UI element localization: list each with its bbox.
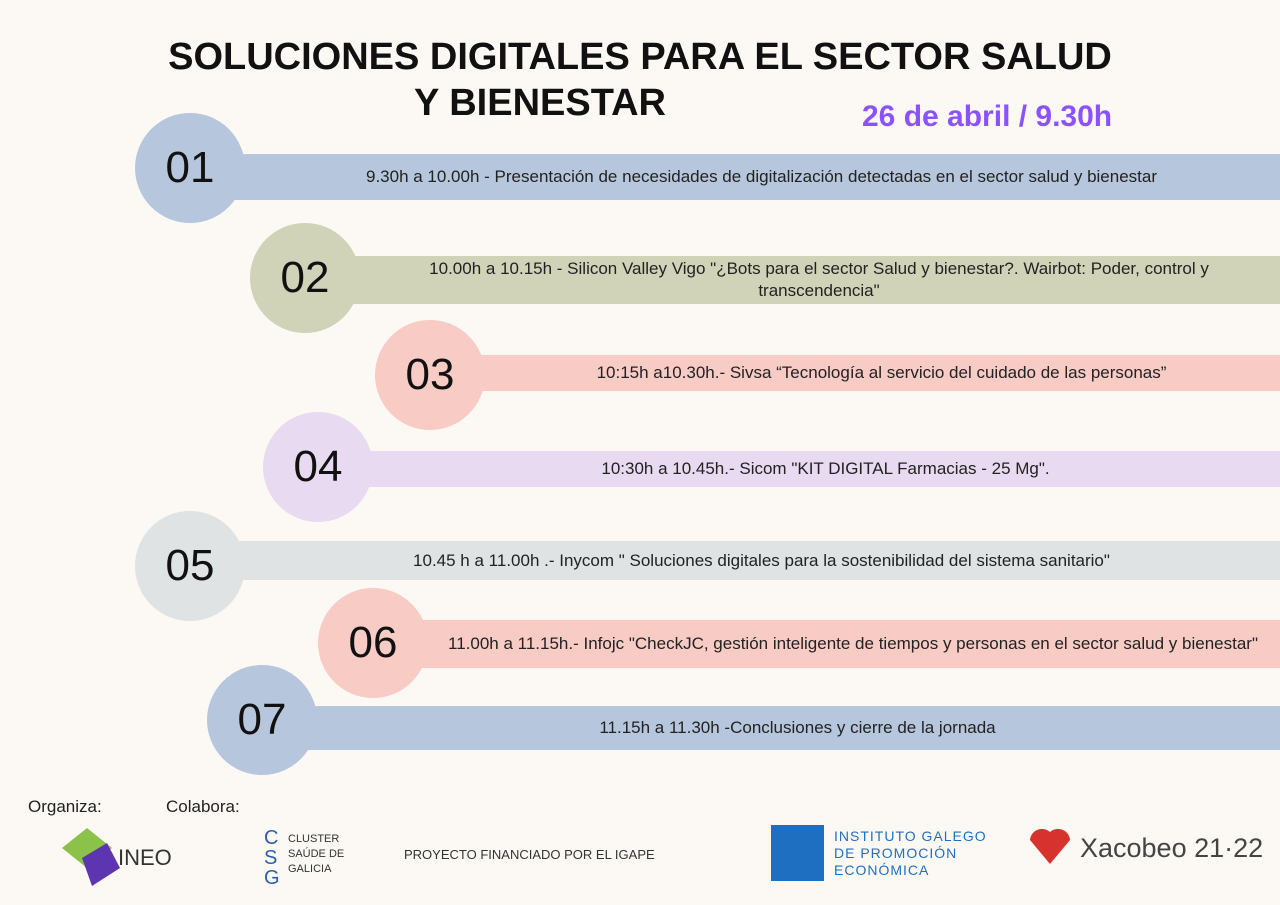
agenda-number: 07 (207, 665, 317, 775)
agenda-bar: 9.30h a 10.00h - Presentación de necesid… (190, 154, 1280, 200)
agenda-number: 01 (135, 113, 245, 223)
agenda-bar: 10.00h a 10.15h - Silicon Valley Vigo "¿… (305, 256, 1280, 304)
title: Y BIENESTAR (414, 82, 666, 124)
label: Colabora: (166, 797, 240, 816)
svg-text:S: S (264, 847, 277, 869)
agenda-number: 06 (318, 588, 428, 698)
ineo-icon (62, 828, 120, 886)
agenda-bar: 10.45 h a 11.00h .- Inycom " Soluciones … (190, 541, 1280, 580)
agenda-bar: 10:30h a 10.45h.- Sicom "KIT DIGITAL Far… (318, 451, 1280, 487)
agenda-bar: 10:15h a10.30h.- Sivsa “Tecnología al se… (430, 355, 1280, 391)
agenda-number: 04 (263, 412, 373, 522)
note: PROYECTO FINANCIADO POR EL IGAPE (404, 847, 655, 862)
svg-text:G: G (264, 867, 280, 888)
label: Organiza: (28, 797, 102, 816)
agenda-bar: 11.00h a 11.15h.- Infojc "CheckJC, gesti… (373, 620, 1280, 668)
logo-text: Xacobeo 21·22 (1080, 833, 1264, 863)
logo-text: INEO (118, 845, 172, 870)
agenda-number: 05 (135, 511, 245, 621)
agenda-number: 03 (375, 320, 485, 430)
date: 26 de abril / 9.30h (862, 100, 1113, 133)
logo-text: CLUSTER SAÚDE DE GALICIA (288, 833, 345, 875)
agenda-number: 02 (250, 223, 360, 333)
agenda-bar: 11.15h a 11.30h -Conclusiones y cierre d… (262, 706, 1280, 750)
igape-icon (771, 825, 823, 881)
cluster-icon: CSG (264, 827, 280, 888)
xacobeo-icon (1030, 828, 1070, 864)
svg-text:C: C (264, 827, 278, 849)
divider (822, 825, 824, 881)
logo-text: INSTITUTO GALEGO DE PROMOCIÓN ECONÓMICA (834, 828, 987, 878)
title: SOLUCIONES DIGITALES PARA EL SECTOR SALU… (168, 36, 1112, 78)
